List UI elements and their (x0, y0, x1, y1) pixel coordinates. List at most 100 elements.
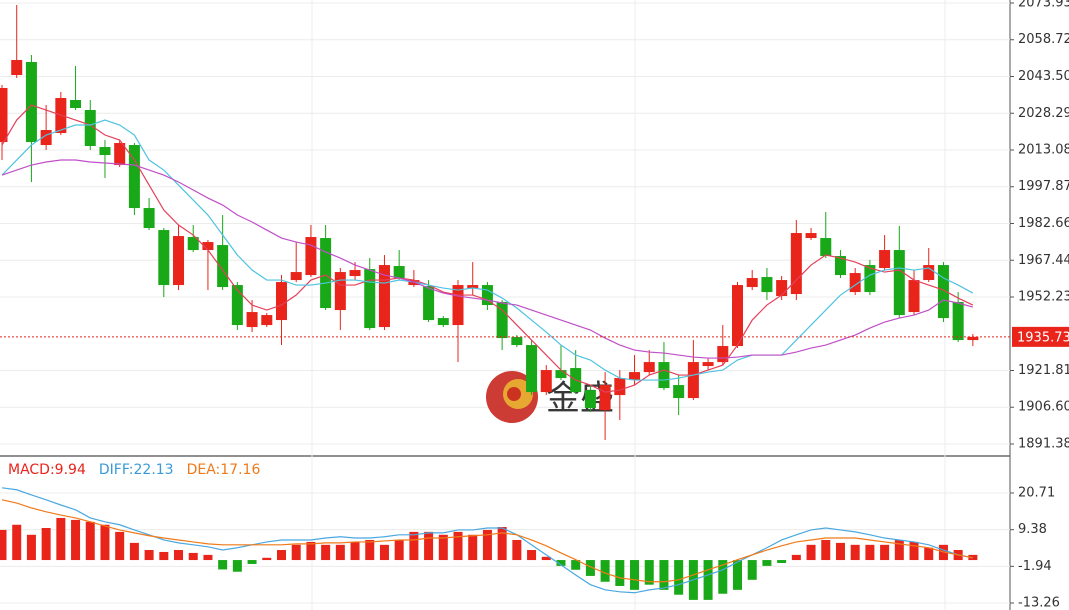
macd-bar (115, 531, 125, 561)
y-tick-label: 9.38 (1018, 522, 1047, 537)
candle-body (128, 145, 140, 209)
candle-body (275, 282, 287, 321)
moving-average-line (1, 119, 974, 381)
macd-bar (453, 531, 463, 561)
macd-bar (541, 556, 551, 561)
y-tick-label: 1982.66 (1018, 216, 1069, 231)
candle-body (673, 385, 685, 399)
candle-body (776, 280, 788, 297)
macd-bar (482, 529, 492, 561)
candle-body (584, 390, 596, 409)
candle-body (526, 345, 538, 393)
y-tick-label: -13.26 (1018, 596, 1060, 610)
macd-bar (674, 560, 684, 595)
macd-bar (174, 550, 184, 561)
macd-bar (644, 560, 654, 585)
macd-bar (571, 560, 581, 570)
macd-bar (497, 527, 507, 561)
macd-bar (762, 560, 772, 566)
candle-body (937, 265, 949, 319)
macd-bar (188, 552, 198, 561)
candle-body (732, 285, 743, 347)
candle-body (187, 237, 199, 251)
y-tick-label: 2028.29 (1018, 106, 1069, 121)
candle-body (893, 250, 905, 316)
candle-body (99, 147, 111, 156)
candle-body (423, 286, 435, 321)
macd-bar (56, 517, 66, 561)
macd-bar (880, 544, 890, 561)
candle-body (143, 208, 155, 229)
candle-body (952, 302, 964, 341)
macd-bar (733, 560, 742, 590)
legend-entry: DIFF:22.13 (99, 462, 174, 478)
candle-body (173, 236, 185, 286)
candle-body (540, 370, 552, 393)
macd-bar (159, 551, 169, 561)
macd-bar (276, 550, 286, 561)
macd-bar (718, 560, 728, 594)
candle-body (834, 256, 846, 276)
macd-bar (218, 560, 228, 570)
macd-bar (777, 560, 787, 563)
macd-bar (747, 560, 757, 580)
y-tick-label: 1891.38 (1018, 437, 1069, 452)
macd-line (1, 499, 973, 583)
macd-bar (659, 560, 669, 590)
candle-body (231, 285, 243, 326)
macd-bar (527, 550, 537, 561)
last-price-label: 1935.73 (1017, 330, 1069, 345)
candle-body (452, 285, 464, 326)
macd-bar (424, 531, 434, 561)
candle-body (305, 237, 317, 276)
macd-bar (350, 541, 360, 561)
candle-body (879, 250, 891, 269)
candle-body (246, 312, 258, 328)
y-tick-label: 1952.23 (1018, 290, 1069, 305)
macd-bar (600, 560, 610, 582)
macd-bar (365, 539, 375, 561)
macd-bar (85, 521, 95, 561)
macd-bar (394, 539, 404, 561)
macd-bar (71, 519, 81, 561)
macd-bar (468, 534, 478, 561)
macd-bar (512, 539, 522, 561)
macd-bar (232, 560, 242, 572)
legend-entry: MACD:9.94 (8, 462, 86, 478)
candle-body (687, 362, 699, 399)
y-tick-label: 1997.87 (1018, 179, 1069, 194)
y-tick-label: 2043.50 (1018, 69, 1069, 84)
y-tick-label: 2013.08 (1018, 142, 1069, 157)
candle-body (437, 318, 449, 326)
candle-body (761, 277, 773, 293)
candle-body (202, 242, 214, 251)
candle-body (923, 265, 935, 281)
macd-bar (630, 560, 640, 590)
candle-body (11, 60, 23, 76)
candle-body (393, 266, 405, 279)
macd-bar (321, 544, 331, 561)
candle-body (40, 130, 52, 146)
candle-body (908, 280, 920, 313)
macd-bar (0, 529, 7, 561)
candle-body (511, 337, 523, 346)
candle-body (378, 265, 390, 328)
macd-bar (924, 547, 934, 561)
candle-body (820, 238, 832, 257)
candle-body (84, 110, 96, 147)
macd-bar (865, 544, 875, 561)
candle-body (496, 302, 508, 339)
candle-body (864, 265, 876, 293)
candle-body (467, 285, 479, 289)
candle-body (114, 143, 126, 166)
macd-bar (909, 541, 919, 561)
macd-bar (791, 554, 801, 561)
macd-bar (379, 544, 389, 561)
candle-body (364, 269, 376, 329)
last-price-box (1012, 326, 1069, 347)
candle-body (805, 233, 817, 239)
candle-body (320, 238, 332, 309)
candle-body (349, 270, 361, 277)
